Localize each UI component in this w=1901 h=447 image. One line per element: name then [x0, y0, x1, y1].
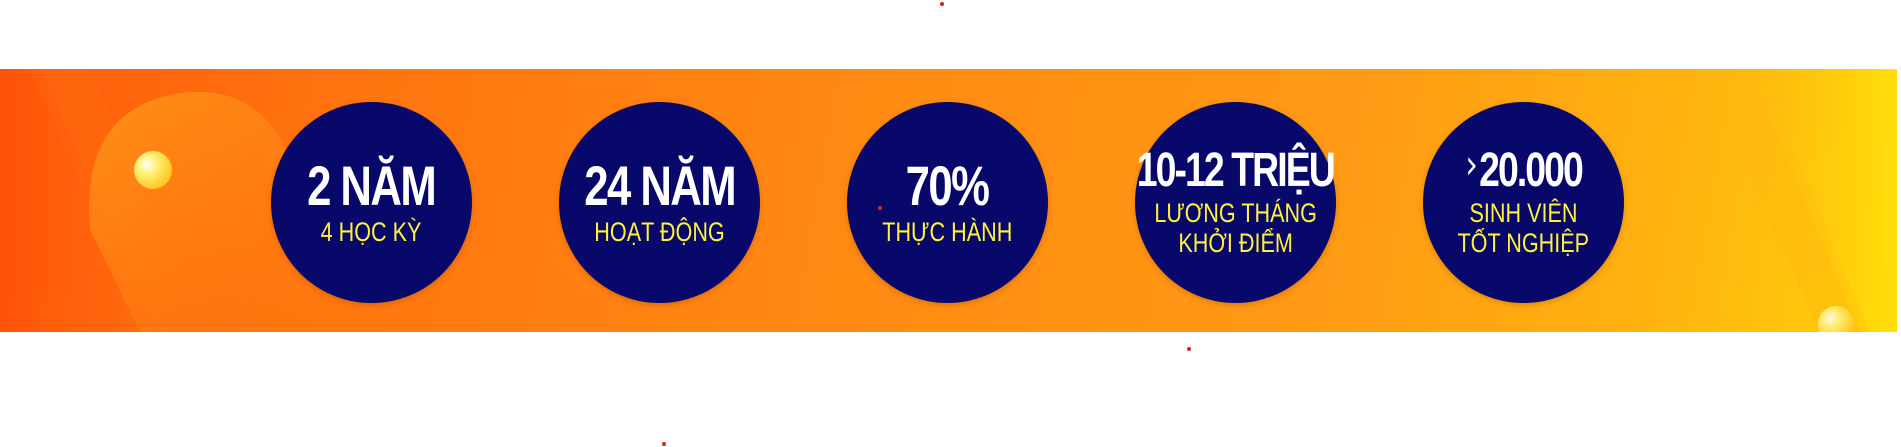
stat-value-row: ›20.000 [1465, 141, 1584, 197]
stat-circle-salary: 10-12 TRIỆU LƯƠNG THÁNG KHỞI ĐIỂM [1135, 102, 1336, 303]
stat-value: 20.000 [1478, 143, 1584, 197]
stat-value: 24 NĂM [584, 153, 736, 217]
stat-value: 2 NĂM [307, 153, 437, 217]
decorative-dot [662, 442, 666, 446]
greater-than-icon: › [1465, 141, 1477, 188]
stat-circle-duration: 2 NĂM 4 HỌC KỲ [271, 102, 472, 303]
stat-circle-graduates: ›20.000 SINH VIÊN TỐT NGHIỆP [1423, 102, 1624, 303]
stat-caption-line-2: TỐT NGHIỆP [1457, 227, 1590, 258]
stat-caption-line-2: KHỞI ĐIỂM [1178, 227, 1293, 258]
stat-value: 70% [906, 153, 990, 217]
decorative-dot [878, 206, 882, 210]
stats-banner: 2 NĂM 4 HỌC KỲ 24 NĂM HOẠT ĐỘNG 70% THỰC… [0, 69, 1897, 332]
stat-circle-practice: 70% THỰC HÀNH [847, 102, 1048, 303]
banner-decoration [0, 69, 1897, 332]
decorative-dot [1187, 347, 1191, 351]
stat-caption: THỰC HÀNH [882, 216, 1013, 247]
decorative-dot [940, 2, 944, 6]
stat-circle-years-active: 24 NĂM HOẠT ĐỘNG [559, 102, 760, 303]
stat-caption: SINH VIÊN [1469, 197, 1578, 228]
stat-value: 10-12 TRIỆU [1136, 143, 1336, 197]
stat-caption: HOẠT ĐỘNG [594, 216, 725, 247]
stat-caption: 4 HỌC KỲ [321, 216, 422, 247]
stat-caption: LƯƠNG THÁNG [1154, 197, 1317, 228]
